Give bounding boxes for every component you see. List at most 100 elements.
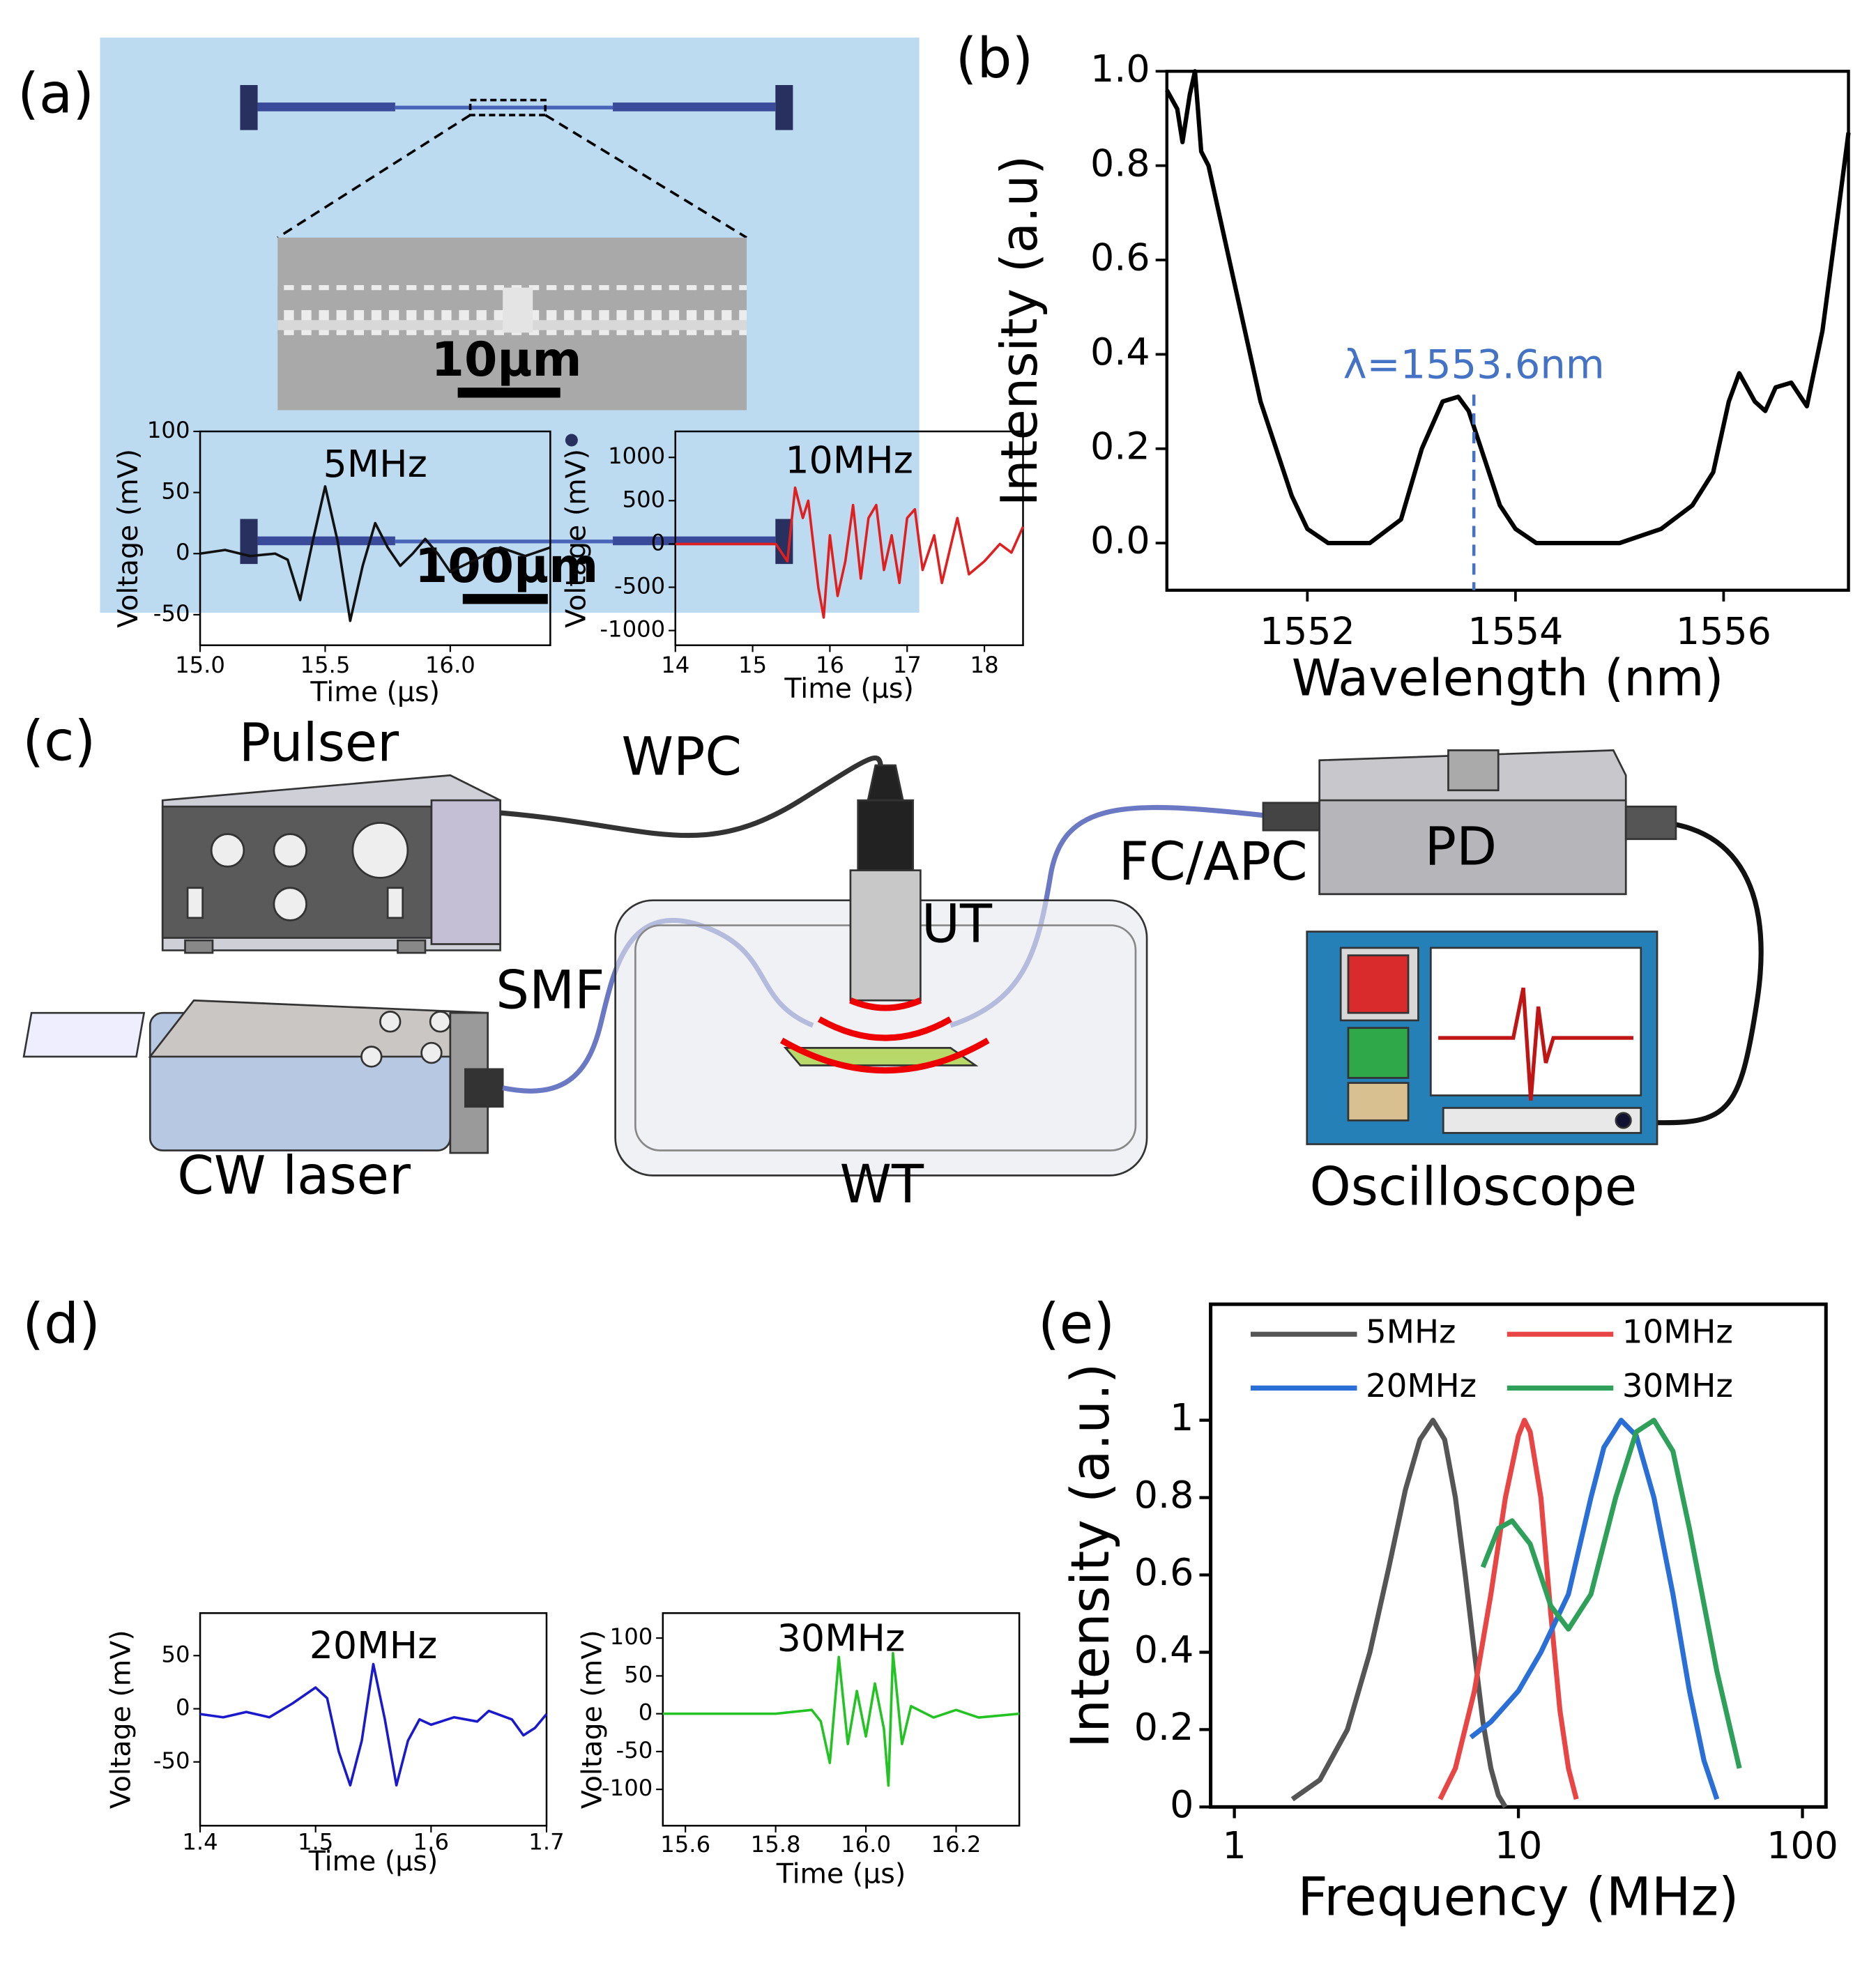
x-tick-label: 1552 (1260, 609, 1355, 653)
plot-frame (1165, 70, 1850, 592)
plot-frame (199, 1612, 548, 1827)
scale-bar-label: 10μm (432, 332, 582, 388)
x-tick-label: 1.4 (182, 1828, 218, 1855)
y-tick-label: 100 (610, 1623, 653, 1650)
y-tick-label: 1 (1170, 1395, 1194, 1439)
micrograph: 10μm 100μm (100, 37, 920, 613)
x-tick-label: 1.6 (413, 1828, 449, 1855)
diagram-label: WT (840, 1154, 924, 1215)
y-tick-label: 0.2 (1090, 424, 1150, 468)
y-tick-label: 50 (161, 478, 190, 505)
data-line (1437, 1418, 1579, 1800)
y-tick-label: 0.8 (1134, 1473, 1194, 1517)
annotation-text: λ=1553.6nm (1343, 341, 1605, 388)
y-tick-label: -500 (614, 573, 665, 599)
panel-label: (a) (17, 61, 94, 125)
y-tick-label: -100 (602, 1775, 653, 1801)
x-axis-label: Time (μs) (308, 1846, 439, 1878)
x-tick-label: 15.6 (660, 1831, 710, 1858)
x-tick-label: 15 (738, 652, 767, 678)
diagram-label: Oscilloscope (1309, 1156, 1637, 1217)
legend-label: 30MHz (1622, 1367, 1733, 1405)
y-tick-label: 0.6 (1090, 236, 1150, 280)
y-tick-label: 0.4 (1134, 1628, 1194, 1671)
diagram-label: UT (922, 894, 993, 955)
y-tick-label: -50 (153, 600, 190, 627)
y-tick-label: 0.0 (1090, 519, 1150, 562)
x-tick-label: 1.7 (528, 1828, 564, 1855)
y-tick-label: 50 (624, 1661, 653, 1687)
panel-label: (d) (22, 1292, 100, 1356)
y-tick-label: 0.4 (1090, 330, 1150, 374)
data-line (199, 1662, 548, 1787)
x-tick-label: 10 (1495, 1823, 1542, 1867)
x-tick-label: 16 (816, 652, 844, 678)
y-tick-label: 50 (161, 1641, 190, 1667)
y-tick-label: 100 (147, 417, 190, 443)
x-axis-label: Time (μs) (784, 673, 914, 705)
panel-label: (c) (22, 710, 96, 774)
y-tick-label: 0.8 (1090, 141, 1150, 185)
plot-frame (199, 430, 551, 646)
data-line (662, 1652, 1020, 1787)
data-line (199, 485, 551, 622)
diagram-label: CW laser (177, 1145, 411, 1206)
x-axis-label: Time (μs) (310, 676, 440, 708)
y-tick-label: 0 (176, 539, 190, 565)
diagram-label: FC/APC (1119, 831, 1308, 892)
x-tick-label: 1556 (1676, 609, 1771, 653)
x-tick-label: 1.5 (298, 1828, 333, 1855)
diagram-label: SMF (496, 960, 604, 1021)
diagram-label: PD (1425, 816, 1497, 877)
data-line (1165, 69, 1851, 546)
x-axis-label: Time (μs) (776, 1858, 906, 1890)
y-axis-label: Voltage (mV) (105, 1630, 137, 1809)
y-axis-label: Voltage (mV) (560, 449, 592, 628)
y-tick-label: 0 (651, 529, 666, 556)
x-tick-label: 14 (661, 652, 689, 678)
y-tick-label: 0 (1170, 1782, 1194, 1826)
panel-label: (e) (1038, 1292, 1115, 1356)
x-tick-label: 17 (893, 652, 922, 678)
y-tick-label: -50 (153, 1747, 190, 1774)
legend-label: 10MHz (1622, 1313, 1733, 1351)
y-tick-label: 0.2 (1134, 1705, 1194, 1749)
setup-diagram (22, 749, 1764, 1177)
y-tick-label: -50 (616, 1737, 653, 1763)
x-tick-label: 1 (1223, 1823, 1246, 1867)
plot-title: 30MHz (777, 1616, 906, 1660)
legend-label: 20MHz (1366, 1367, 1477, 1405)
x-tick-label: 1554 (1467, 609, 1563, 653)
data-line (1290, 1418, 1508, 1809)
diagram-label: WPC (621, 726, 742, 787)
plot-title: 10MHz (785, 438, 913, 482)
data-line (1480, 1418, 1742, 1769)
x-tick-label: 18 (970, 652, 999, 678)
y-axis-label: Voltage (mV) (112, 449, 144, 628)
legend-label: 5MHz (1366, 1313, 1456, 1351)
plot-title: 20MHz (310, 1623, 438, 1667)
plot-frame (674, 430, 1024, 646)
y-tick-label: 1.0 (1090, 47, 1150, 91)
y-tick-label: -1000 (600, 616, 665, 643)
panel-label: (b) (956, 26, 1034, 91)
x-tick-label: 15.5 (300, 652, 350, 678)
plot-frame (1209, 1302, 1828, 1809)
x-tick-label: 16.0 (841, 1831, 891, 1858)
x-tick-label: 15.0 (175, 652, 225, 678)
x-tick-label: 15.8 (751, 1831, 801, 1858)
y-tick-label: 0.6 (1134, 1550, 1194, 1594)
x-tick-label: 16.2 (931, 1831, 982, 1858)
y-tick-label: 1000 (608, 443, 665, 469)
plot-frame (662, 1612, 1021, 1827)
y-tick-label: 0 (176, 1694, 190, 1721)
x-axis-label: Frequency (MHz) (1297, 1866, 1739, 1927)
y-tick-label: 0 (639, 1699, 653, 1726)
x-tick-label: 100 (1767, 1823, 1838, 1867)
data-line (675, 486, 1025, 619)
x-axis-label: Wavelength (nm) (1292, 648, 1724, 707)
x-tick-label: 16.0 (425, 652, 475, 678)
y-axis-label: Intensity (a.u.) (1060, 1363, 1121, 1748)
